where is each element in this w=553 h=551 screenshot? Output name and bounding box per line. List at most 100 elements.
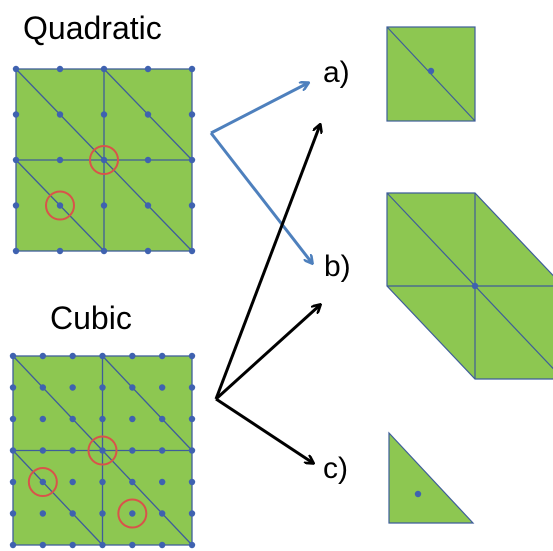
mesh-diagonal [102, 355, 193, 451]
option-c-triangle [388, 431, 475, 524]
mesh-node [188, 111, 196, 118]
mesh-node [69, 384, 76, 391]
mesh-node [56, 65, 64, 73]
mesh-node [9, 510, 17, 517]
cubic-title: Cubic [50, 300, 132, 336]
mesh-node [158, 384, 166, 391]
cubic-mesh [9, 352, 196, 549]
highlight-ring [45, 190, 75, 221]
mesh-node [39, 447, 47, 454]
mesh-node [39, 352, 47, 360]
mesh-node [158, 478, 166, 486]
cubic-arrows [214, 125, 320, 463]
mesh-node [158, 415, 166, 423]
mesh-node [99, 541, 106, 549]
label-a: a) [323, 56, 350, 89]
mesh-node [69, 415, 76, 423]
option-a-patch [386, 26, 476, 122]
mesh-node [100, 156, 108, 164]
mesh-node [188, 156, 196, 164]
option-b-patch [386, 192, 553, 380]
mesh-node [12, 156, 20, 164]
mesh-node [129, 541, 136, 549]
mesh-diagonal [12, 450, 103, 546]
mesh-node [144, 156, 152, 164]
mesh-node [188, 510, 196, 517]
mesh-node [129, 510, 136, 517]
mesh-node [144, 111, 152, 118]
arrow-quadratic-to-a [210, 83, 308, 135]
option-b-node [471, 282, 479, 290]
mesh-node [129, 384, 136, 391]
mesh-node [129, 478, 136, 486]
mesh-node [188, 415, 196, 423]
highlight-ring [27, 467, 58, 497]
mesh-node [99, 384, 106, 391]
arrow-cubic-to-c [215, 397, 313, 463]
quadratic-arrows [209, 83, 312, 263]
mesh-node [9, 478, 17, 486]
option-a-node [427, 67, 435, 75]
mesh-node [100, 247, 108, 255]
mesh-node [9, 352, 17, 360]
mesh-node [188, 202, 196, 209]
mesh-node [39, 541, 47, 549]
option-c-patch [388, 431, 475, 524]
mesh-node [188, 541, 196, 549]
label-b: b) [324, 250, 351, 283]
mesh-node [100, 111, 108, 118]
mesh-node [39, 384, 47, 391]
mesh-node [12, 247, 20, 255]
mesh-node [99, 478, 106, 486]
mesh-node [9, 541, 17, 549]
mesh-node [158, 541, 166, 549]
highlight-ring [117, 498, 148, 529]
mesh-node [129, 415, 136, 423]
mesh-node [99, 447, 106, 454]
label-c: c) [323, 452, 348, 485]
mesh-node [12, 111, 20, 118]
option-c-node [414, 490, 422, 498]
arrow-cubic-to-a [214, 125, 320, 400]
quadratic-title: Quadratic [23, 10, 162, 46]
mesh-node [12, 202, 20, 209]
mesh-node [56, 247, 64, 255]
mesh-node [158, 352, 166, 360]
mesh-node [99, 352, 106, 360]
mesh-node [39, 510, 47, 517]
mesh-node [69, 478, 76, 486]
mesh-node [129, 447, 136, 454]
mesh-node [12, 65, 20, 73]
mesh-node [144, 202, 152, 209]
mesh-node [188, 352, 196, 360]
mesh-node [9, 415, 17, 423]
mesh-node [188, 65, 196, 73]
mesh-node [39, 478, 47, 486]
mesh-node [69, 541, 76, 549]
mesh-node [188, 478, 196, 486]
mesh-node [158, 510, 166, 517]
mesh-node [69, 510, 76, 517]
mesh-node [144, 65, 152, 73]
highlight-ring [87, 435, 118, 466]
arrow-cubic-to-b [214, 305, 320, 401]
mesh-diagonal [12, 355, 103, 451]
mesh-diagonal [102, 450, 193, 546]
mesh-node [56, 202, 64, 209]
mesh-node [144, 247, 152, 255]
mesh-node [69, 352, 76, 360]
mesh-node [9, 384, 17, 391]
mesh-node [99, 415, 106, 423]
mesh-node [100, 65, 108, 73]
mesh-node [158, 447, 166, 454]
mesh-node [56, 111, 64, 118]
mesh-node [56, 156, 64, 164]
mesh-node [188, 447, 196, 454]
mesh-node [69, 447, 76, 454]
mesh-node [39, 415, 47, 423]
mesh-node [100, 202, 108, 209]
mesh-node [129, 352, 136, 360]
arrow-quadratic-to-b [209, 132, 312, 263]
mesh-node [188, 384, 196, 391]
